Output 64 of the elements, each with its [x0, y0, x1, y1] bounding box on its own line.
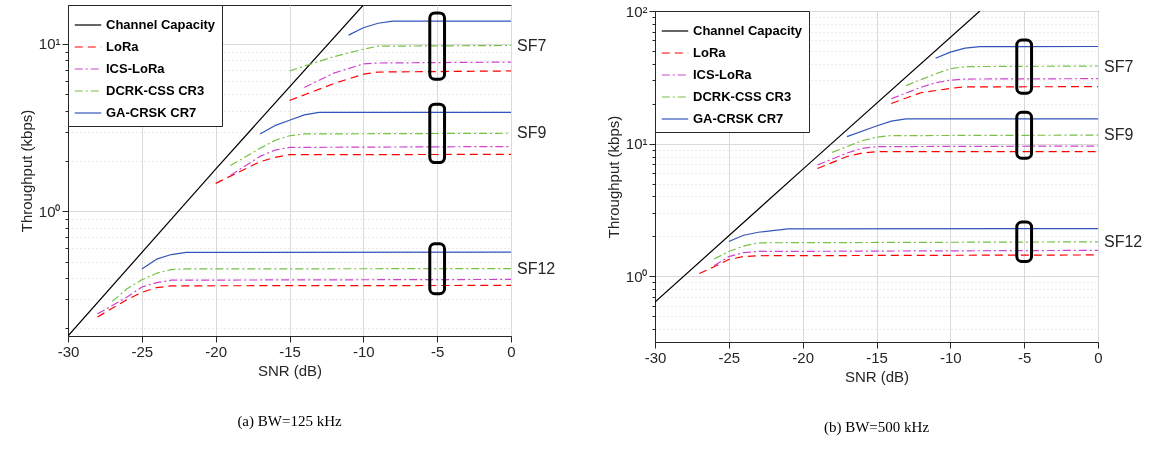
legend-label: DCRK-CSS CR3	[106, 83, 205, 98]
line-series	[713, 241, 1098, 260]
legend-label: LoRa	[693, 45, 727, 60]
line-series	[347, 20, 511, 36]
legend-label: ICS-LoRa	[693, 67, 753, 82]
x-tick-label: 0	[507, 342, 516, 360]
line-series	[229, 145, 511, 176]
line-series	[890, 78, 1098, 100]
y-tick-label: 10⁰	[38, 202, 61, 220]
line-series	[229, 132, 511, 167]
x-tick-label: -5	[430, 342, 445, 360]
text: SF7	[1104, 57, 1134, 75]
legend-label: GA-CRSK CR7	[693, 111, 784, 126]
line-series	[846, 118, 1098, 138]
y-tick-label: 10¹	[625, 135, 648, 153]
x-tick-label: -10	[352, 342, 375, 360]
y-tick-label: 10²	[625, 2, 648, 20]
x-tick-label: 0	[1094, 348, 1103, 366]
line-series	[713, 249, 1098, 267]
line-series	[831, 134, 1098, 153]
x-tick-label: -20	[792, 348, 815, 366]
y-tick-label: 10⁰	[625, 267, 648, 285]
text: (b) BW=500 kHz	[823, 419, 930, 436]
legend-label: LoRa	[106, 39, 140, 54]
line-series	[303, 61, 511, 89]
legend-label: DCRK-CSS CR3	[693, 89, 792, 104]
line-series	[934, 45, 1098, 59]
text: (a) BW=125 kHz	[237, 413, 342, 430]
y-axis-title: Throughput (kbps)	[17, 109, 35, 233]
text: SF9	[1104, 126, 1134, 144]
x-tick-label: -30	[644, 348, 667, 366]
x-tick-label: -25	[131, 342, 154, 360]
text: SF12	[517, 259, 556, 277]
text: SF12	[1104, 232, 1143, 250]
line-series	[215, 153, 511, 184]
legend-label: GA-CRSK CR7	[106, 105, 197, 120]
legend-label: ICS-LoRa	[106, 61, 166, 76]
legend-label: Channel Capacity	[106, 17, 216, 32]
line-series	[111, 268, 511, 302]
line-series	[890, 86, 1098, 105]
x-tick-label: -25	[718, 348, 741, 366]
text: SF7	[517, 37, 547, 55]
x-tick-label: -15	[866, 348, 888, 366]
legend-label: Channel Capacity	[693, 23, 803, 38]
line-series	[96, 284, 511, 318]
line-series	[259, 111, 511, 135]
x-axis-title: SNR (dB)	[257, 361, 323, 379]
x-tick-label: -10	[939, 348, 962, 366]
line-series	[816, 151, 1098, 170]
line-series	[816, 145, 1098, 166]
line-series	[905, 65, 1098, 87]
y-axis-title: Throughput (kbps)	[604, 115, 622, 239]
line-series	[728, 228, 1098, 243]
x-tick-label: -20	[205, 342, 228, 360]
x-tick-label: -30	[57, 342, 80, 360]
line-series	[96, 278, 511, 315]
y-tick-label: 10¹	[38, 35, 61, 53]
x-tick-label: -5	[1017, 348, 1032, 366]
line-series	[141, 251, 511, 270]
x-tick-label: -15	[279, 342, 301, 360]
text: SF9	[517, 124, 547, 142]
x-axis-title: SNR (dB)	[844, 367, 910, 385]
line-series	[288, 70, 511, 102]
line-series	[288, 44, 511, 72]
